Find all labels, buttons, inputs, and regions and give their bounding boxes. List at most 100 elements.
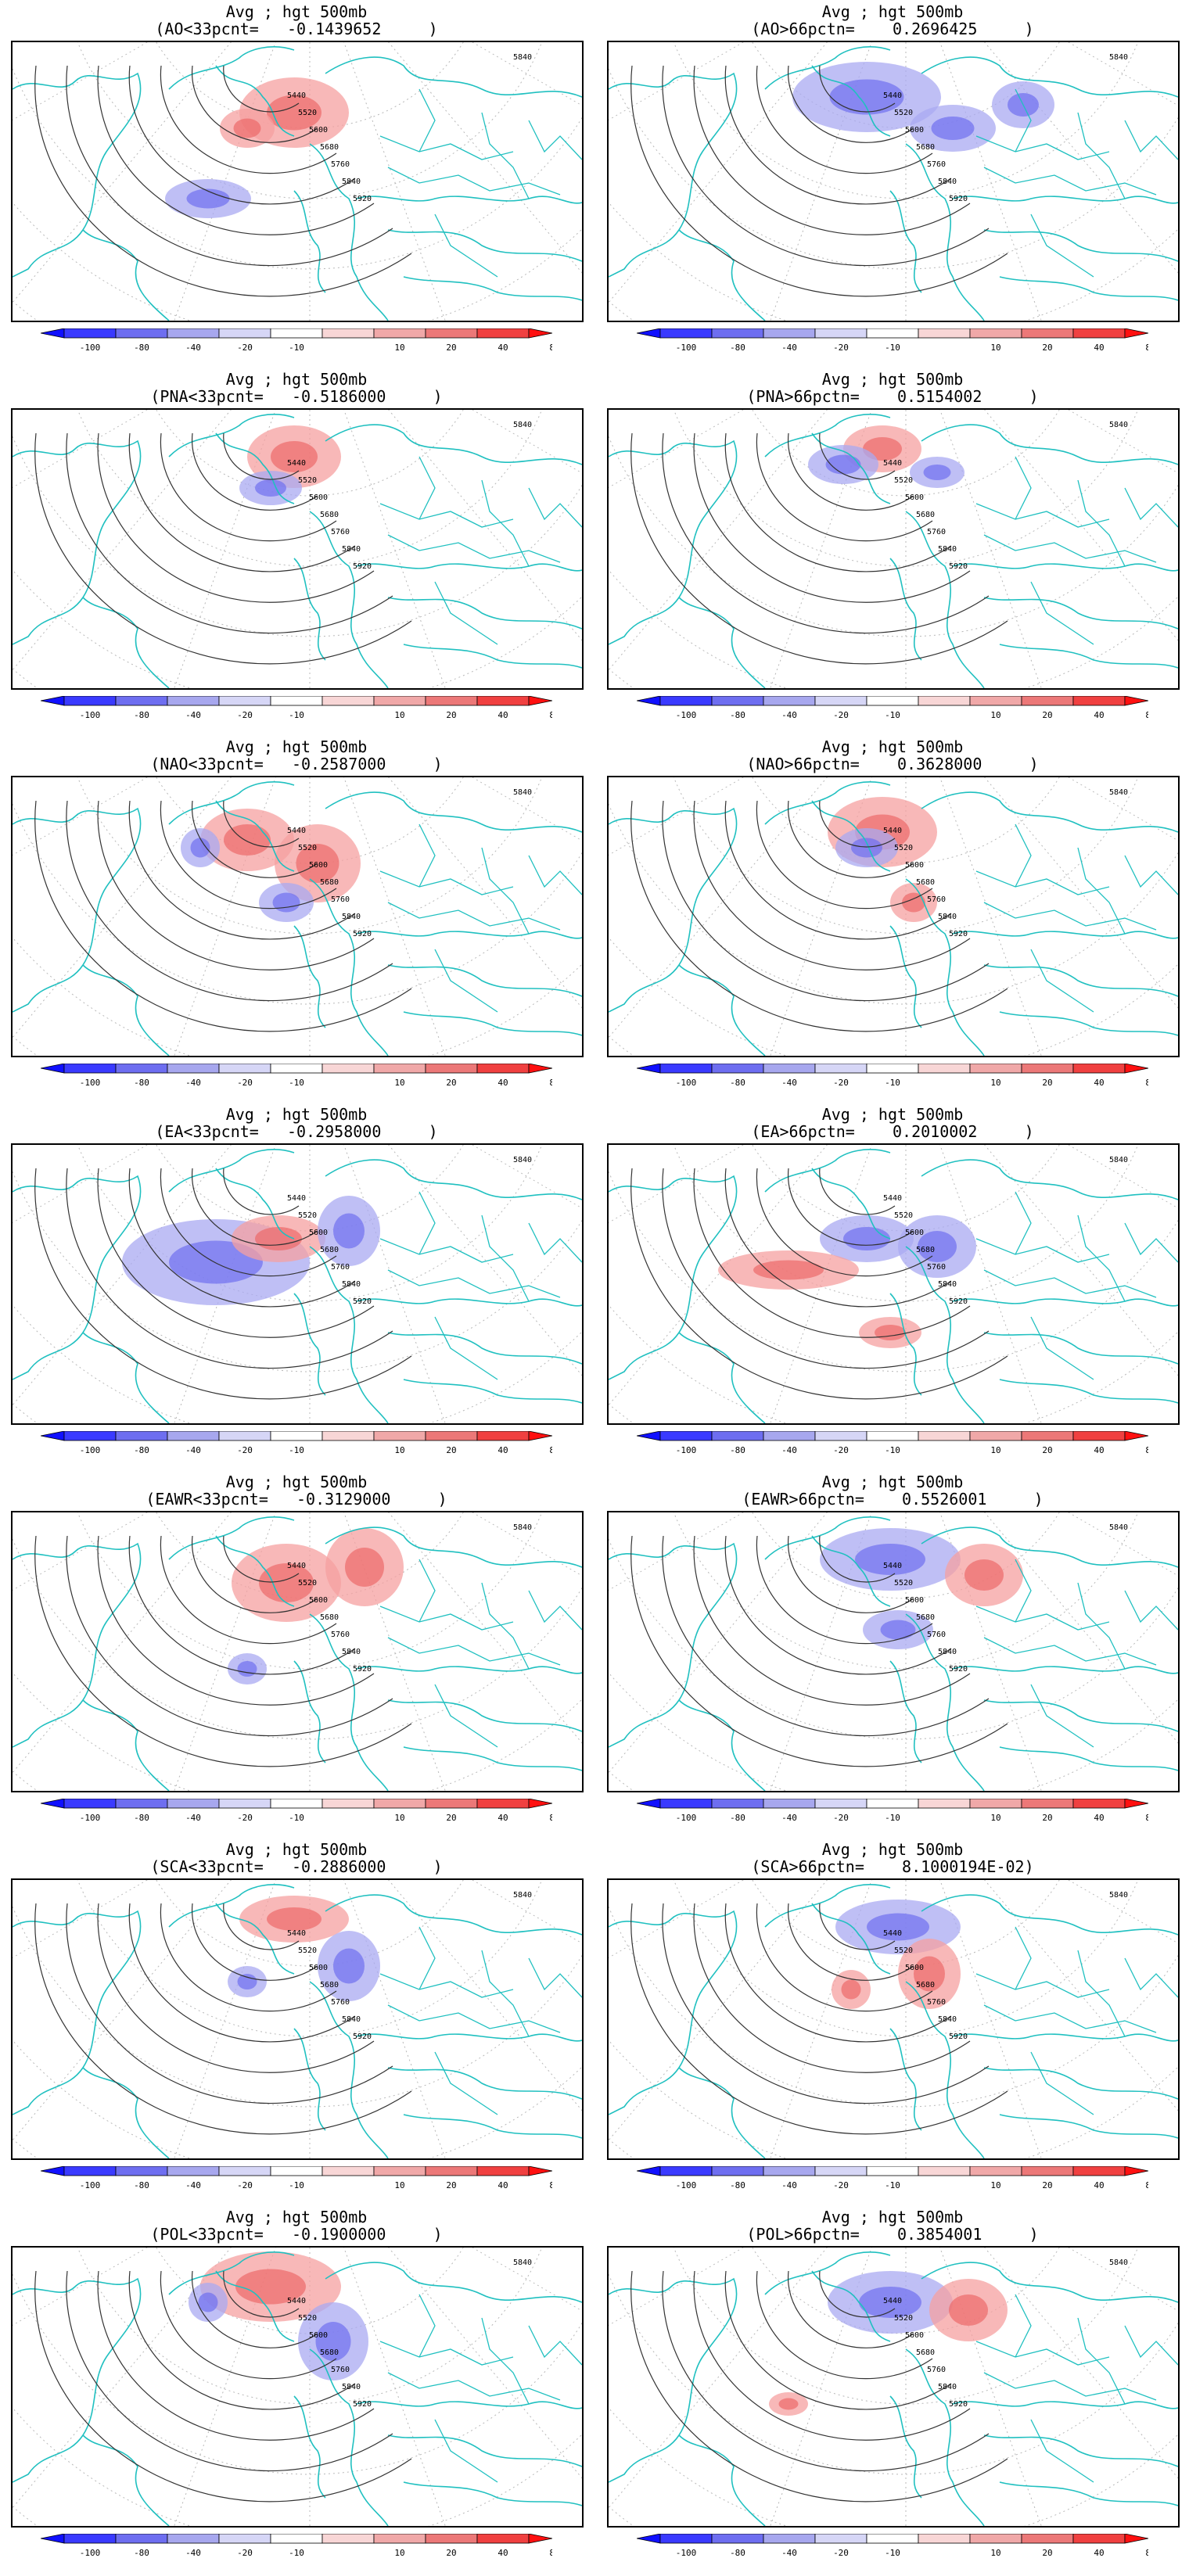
- colorbar-segment: [1021, 328, 1074, 339]
- coastline: [168, 781, 295, 825]
- map-panel: Avg ; hgt 500mb (EAWR<33pcnt= -0.3129000 …: [11, 1473, 584, 1841]
- height-contour: [34, 800, 412, 1032]
- positive-anomaly-core: [949, 2294, 988, 2326]
- colorbar-label: -20: [237, 1078, 253, 1088]
- border: [434, 2051, 498, 2115]
- contour-label: 5600: [905, 126, 924, 135]
- height-contour: [693, 65, 971, 235]
- height-contour: [160, 432, 337, 542]
- coastline: [889, 925, 922, 1028]
- map-canvas: 5440 5520 5600 5680 5760 5840 5920 5840: [609, 777, 1178, 1056]
- colorbar-label: 10: [990, 1078, 1000, 1088]
- colorbar-label: -40: [781, 1078, 797, 1088]
- map-canvas: 5440 5520 5600 5680 5760 5840 5920 5840: [13, 1145, 582, 1423]
- coastline: [293, 925, 326, 1028]
- colorbar-segment: [659, 1064, 713, 1074]
- height-contour: [160, 65, 337, 174]
- border: [387, 167, 561, 196]
- map-frame: 5440 5520 5600 5680 5760 5840 5920 5840: [11, 408, 584, 690]
- contour-label: 5680: [916, 1246, 935, 1254]
- border: [1124, 120, 1178, 160]
- height-contour: [630, 2270, 1008, 2502]
- colorbar-label: 80: [549, 343, 552, 353]
- height-contour: [756, 1535, 933, 1645]
- contour-label: 5440: [287, 1929, 306, 1938]
- border: [983, 1269, 1157, 1298]
- negative-anomaly-core: [855, 1544, 925, 1575]
- colorbar-label: 80: [549, 1813, 552, 1823]
- border: [1030, 2419, 1094, 2483]
- coastline: [999, 276, 1178, 301]
- map-frame: 5440 5520 5600 5680 5760 5840 5920 5840: [11, 1143, 584, 1425]
- coastline: [764, 1149, 891, 1193]
- contour-label: 5600: [309, 2331, 328, 2340]
- colorbar-segment: [1021, 1799, 1074, 1809]
- colorbar-segment: [425, 1431, 478, 1441]
- colorbar-segment: [814, 1431, 868, 1441]
- colorbar-segment: [969, 1799, 1022, 1809]
- colorbar-segment: [969, 2166, 1022, 2176]
- colorbar-segment: [270, 1431, 323, 1441]
- longitude-line: [609, 1145, 828, 1406]
- colorbar-segment: [476, 2166, 530, 2176]
- colorbar: -100-80-40-20-1010204080100: [41, 1431, 552, 1455]
- coastline: [609, 1910, 738, 2115]
- longitude-line: [609, 2248, 828, 2509]
- height-contour: [630, 65, 1008, 297]
- colorbar-label: 10: [394, 343, 404, 353]
- border: [983, 167, 1157, 196]
- colorbar: -100-80-40-20-1010204080100: [41, 328, 552, 353]
- map-panel: Avg ; hgt 500mb (NAO<33pcnt= -0.2587000 )…: [11, 738, 584, 1106]
- colorbar-segment: [659, 2166, 713, 2176]
- colorbar-segment: [270, 1799, 323, 1809]
- contour-label: 5440: [287, 1194, 306, 1203]
- coastline: [309, 511, 389, 688]
- coastline: [215, 800, 295, 872]
- coastline: [889, 1293, 922, 1396]
- height-contour: [97, 800, 375, 970]
- height-contour: [787, 432, 914, 511]
- colorbar-label: -10: [885, 710, 900, 720]
- border: [528, 2325, 582, 2366]
- negative-anomaly-core: [237, 1661, 257, 1677]
- colorbar-label: 80: [1145, 1813, 1148, 1823]
- height-contour: [160, 800, 337, 909]
- coastline: [82, 597, 170, 688]
- panel-title: Avg ; hgt 500mb: [821, 737, 964, 756]
- border: [1030, 1684, 1094, 1748]
- height-contour: [693, 2270, 971, 2441]
- map-canvas: 5440 5520 5600 5680 5760 5840 5920 5840: [13, 1880, 582, 2158]
- contour-label: 5600: [905, 861, 924, 870]
- border: [983, 2372, 1157, 2401]
- coastline: [356, 2401, 582, 2409]
- coastline: [999, 2481, 1178, 2506]
- border: [983, 2004, 1157, 2033]
- height-contour: [630, 800, 1008, 1032]
- contour-label: 5600: [905, 1229, 924, 1237]
- border: [481, 847, 530, 935]
- coastline: [952, 563, 1178, 572]
- coastline: [609, 1175, 738, 1380]
- coastline: [609, 72, 738, 278]
- coastline: [13, 72, 142, 278]
- colorbar-segment: [814, 1064, 868, 1074]
- colorbar-segment: [763, 2534, 816, 2544]
- border: [1077, 847, 1126, 935]
- coastline: [387, 2434, 582, 2467]
- colorbar-label: -20: [833, 710, 849, 720]
- colorbar-segment: [167, 1064, 220, 1074]
- colorbar-segment: [115, 696, 168, 706]
- panel-title: Avg ; hgt 500mb: [225, 2, 368, 21]
- height-contour: [34, 1168, 412, 1400]
- colorbar-segment: [373, 696, 426, 706]
- height-contour: [223, 800, 300, 848]
- contour-label: 5760: [331, 160, 350, 169]
- height-contour: [66, 432, 393, 634]
- coastline: [403, 2114, 582, 2139]
- height-contour: [128, 2270, 356, 2410]
- coastline: [309, 2348, 389, 2526]
- colorbar-segment: [659, 1799, 713, 1809]
- colorbar-label: -10: [289, 2180, 304, 2190]
- colorbar-arrow-right: [1124, 328, 1148, 339]
- height-contour: [160, 1903, 337, 2012]
